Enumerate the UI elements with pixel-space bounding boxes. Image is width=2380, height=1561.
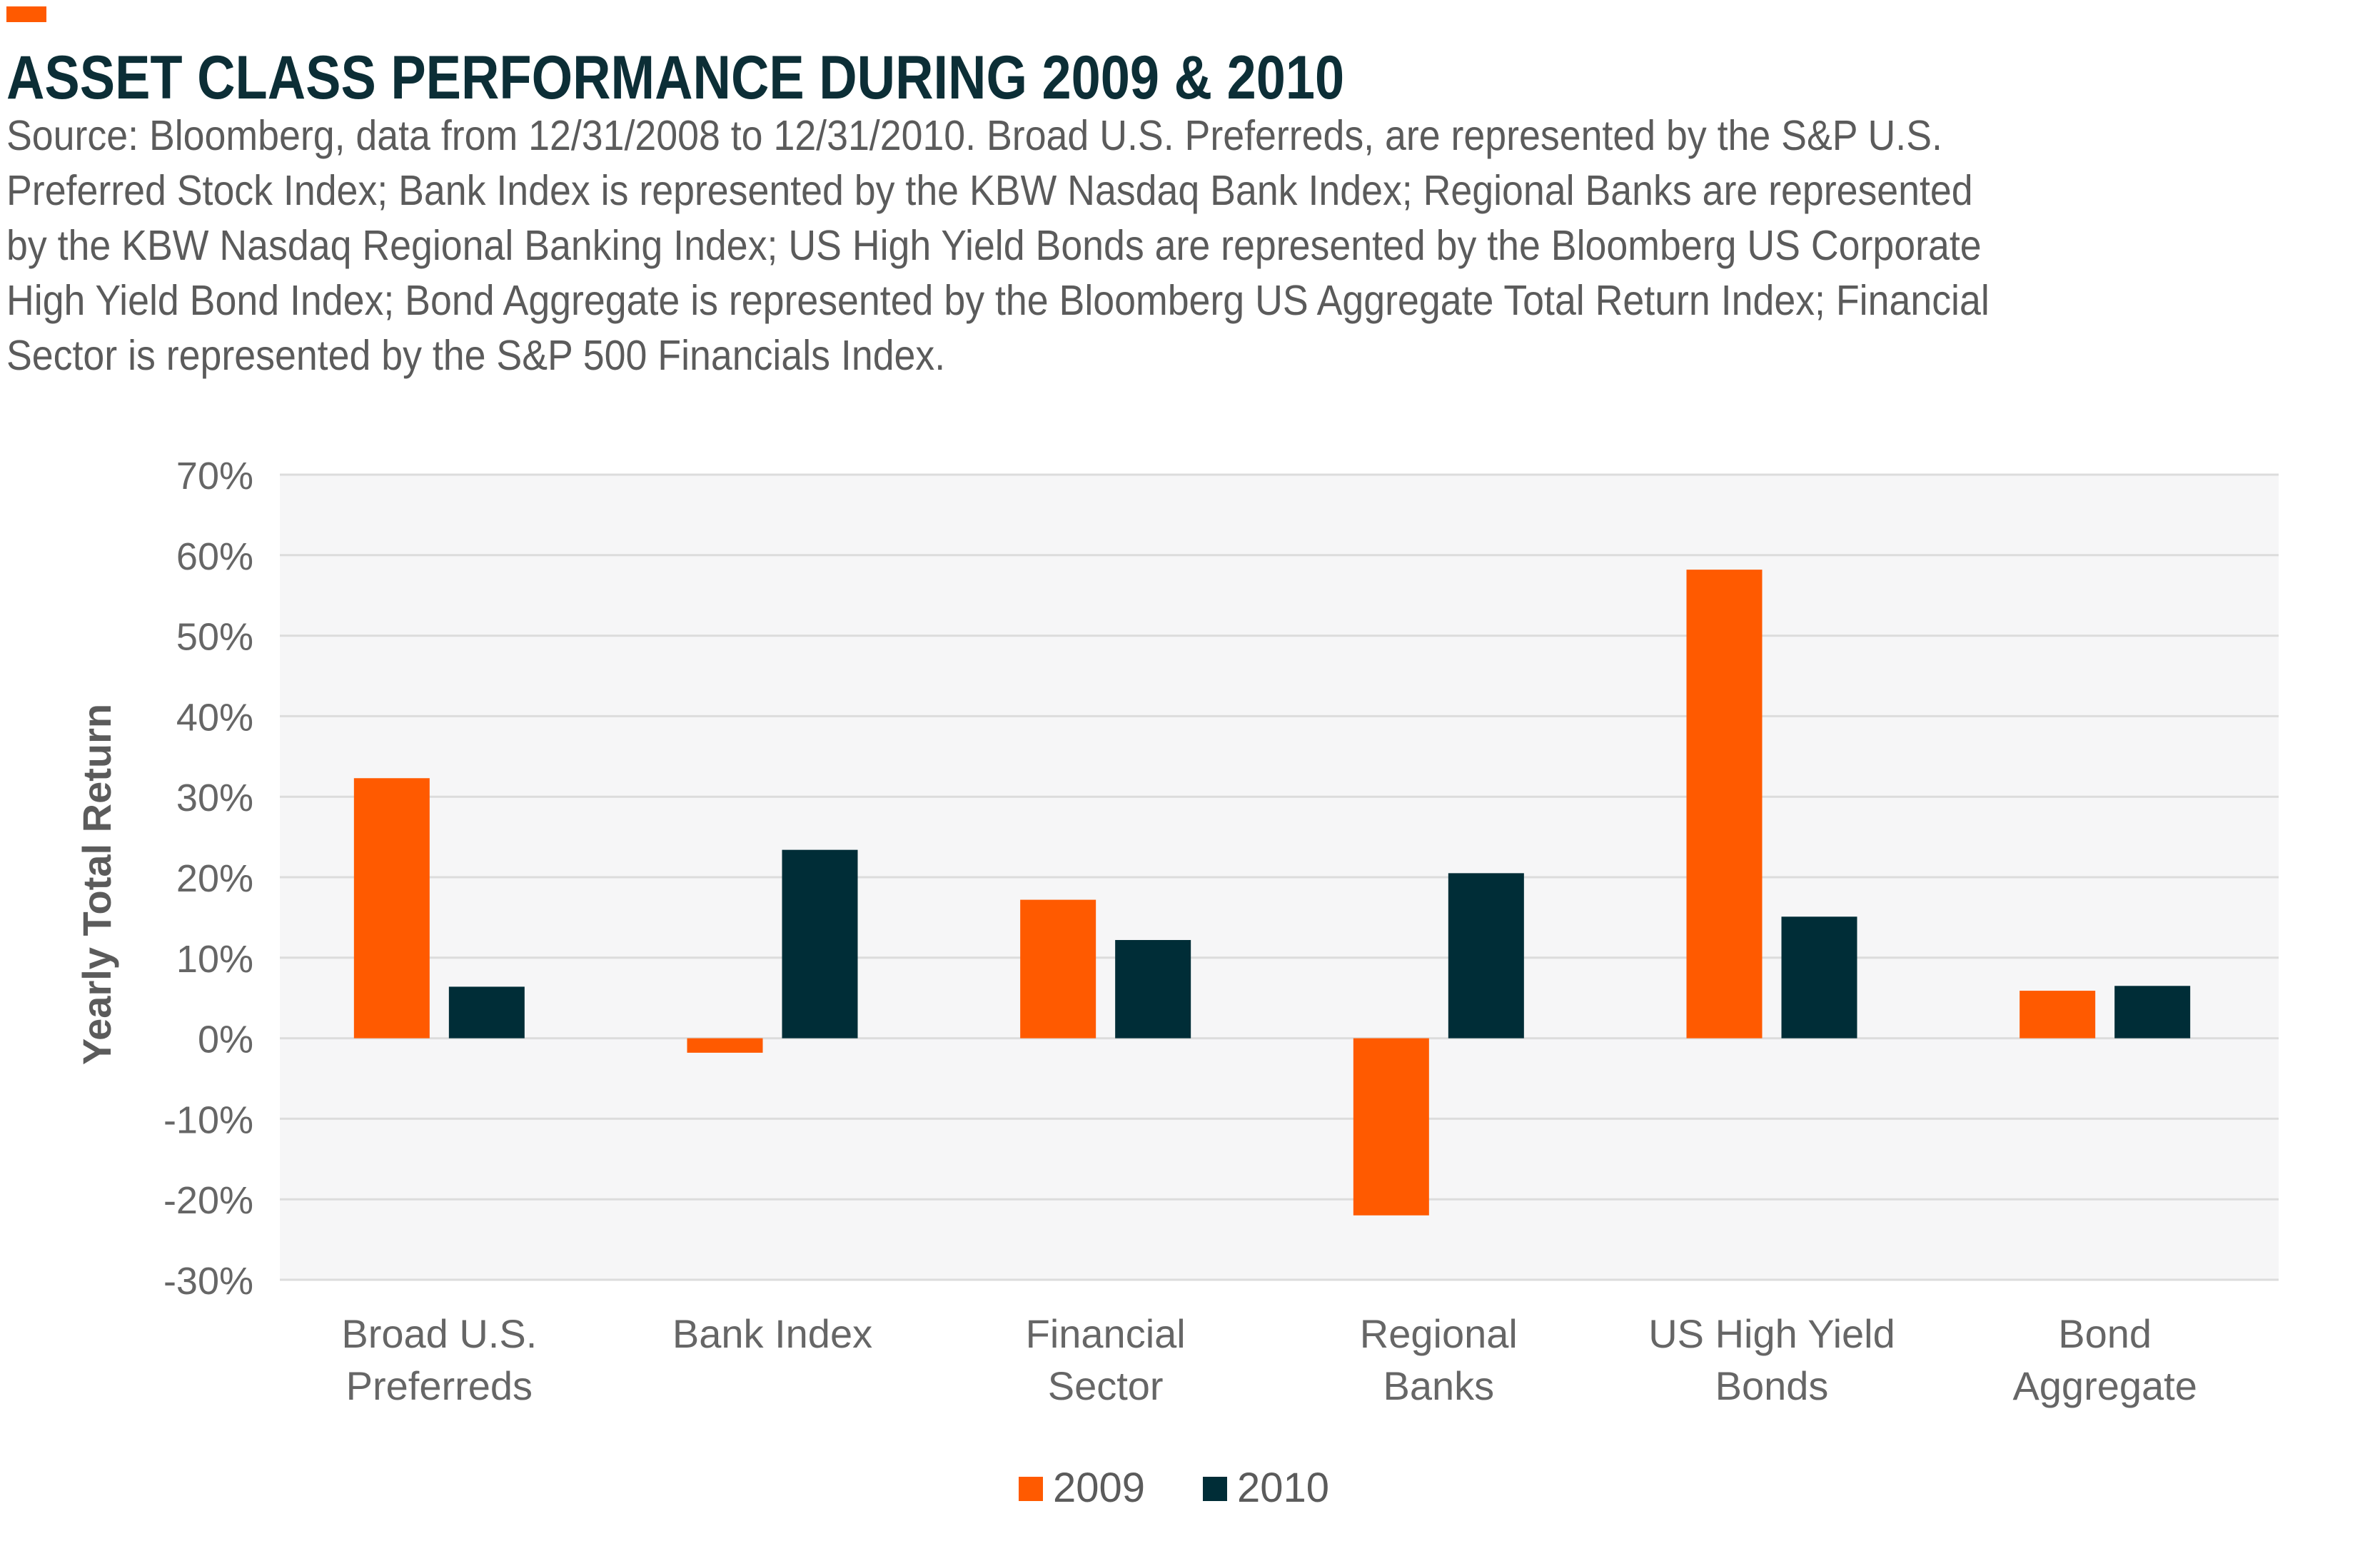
bar-2009 bbox=[2020, 991, 2096, 1039]
subtitle-line: Source: Bloomberg, data from 12/31/2008 … bbox=[6, 112, 1942, 159]
x-tick-label: US High Yield bbox=[1648, 1311, 1895, 1356]
bar-2010 bbox=[782, 849, 858, 1039]
x-tick-label: Bond bbox=[2058, 1311, 2152, 1356]
bar-2009 bbox=[687, 1038, 763, 1053]
bar-2010 bbox=[1781, 916, 1857, 1039]
bar-2009 bbox=[1353, 1038, 1429, 1216]
x-tick-label: Bonds bbox=[1715, 1363, 1829, 1408]
y-tick-label: 30% bbox=[176, 777, 253, 819]
y-tick-label: 20% bbox=[176, 857, 253, 900]
bar-2010 bbox=[2114, 986, 2191, 1039]
x-tick-label: Financial bbox=[1026, 1311, 1186, 1356]
bar-2010 bbox=[1115, 939, 1191, 1039]
bar-2010 bbox=[1448, 873, 1524, 1039]
x-tick-label: Preferreds bbox=[346, 1363, 533, 1408]
y-tick-label: 40% bbox=[176, 696, 253, 739]
legend-label-2010: 2010 bbox=[1237, 1465, 1329, 1511]
legend-label-2009: 2009 bbox=[1053, 1465, 1145, 1511]
subtitle-line: Preferred Stock Index; Bank Index is rep… bbox=[6, 167, 1973, 214]
y-tick-label: 50% bbox=[176, 616, 253, 659]
legend-swatch-2009 bbox=[1019, 1477, 1043, 1501]
bar-2009 bbox=[1020, 899, 1096, 1039]
x-tick-label: Sector bbox=[1048, 1363, 1164, 1408]
subtitle-line: by the KBW Nasdaq Regional Banking Index… bbox=[6, 222, 1982, 269]
y-tick-label: 10% bbox=[176, 938, 253, 981]
subtitle-line: Sector is represented by the S&P 500 Fin… bbox=[6, 332, 946, 379]
y-tick-label: 60% bbox=[176, 535, 253, 578]
accent-mark bbox=[6, 6, 46, 22]
x-tick-label: Regional bbox=[1360, 1311, 1518, 1356]
x-tick-label: Aggregate bbox=[2012, 1363, 2197, 1408]
y-tick-label: -20% bbox=[163, 1179, 253, 1222]
x-tick-label: Broad U.S. bbox=[341, 1311, 537, 1356]
bar-2009 bbox=[1686, 570, 1763, 1039]
subtitle-line: High Yield Bond Index; Bond Aggregate is… bbox=[6, 277, 1990, 324]
y-tick-label: 0% bbox=[198, 1019, 253, 1061]
legend-swatch-2010 bbox=[1203, 1477, 1227, 1501]
y-tick-label: 70% bbox=[176, 455, 253, 497]
chart-title: ASSET CLASS PERFORMANCE DURING 2009 & 20… bbox=[6, 44, 1345, 112]
x-tick-label: Bank Index bbox=[672, 1311, 872, 1356]
y-tick-label: -10% bbox=[163, 1098, 253, 1141]
y-tick-label: -30% bbox=[163, 1260, 253, 1303]
y-axis-label: Yearly Total Return bbox=[74, 704, 119, 1065]
x-tick-label: Banks bbox=[1383, 1363, 1495, 1408]
bar-2009 bbox=[353, 778, 430, 1039]
bar-2010 bbox=[448, 986, 525, 1039]
chart-subtitle: Source: Bloomberg, data from 12/31/2008 … bbox=[6, 108, 2369, 383]
